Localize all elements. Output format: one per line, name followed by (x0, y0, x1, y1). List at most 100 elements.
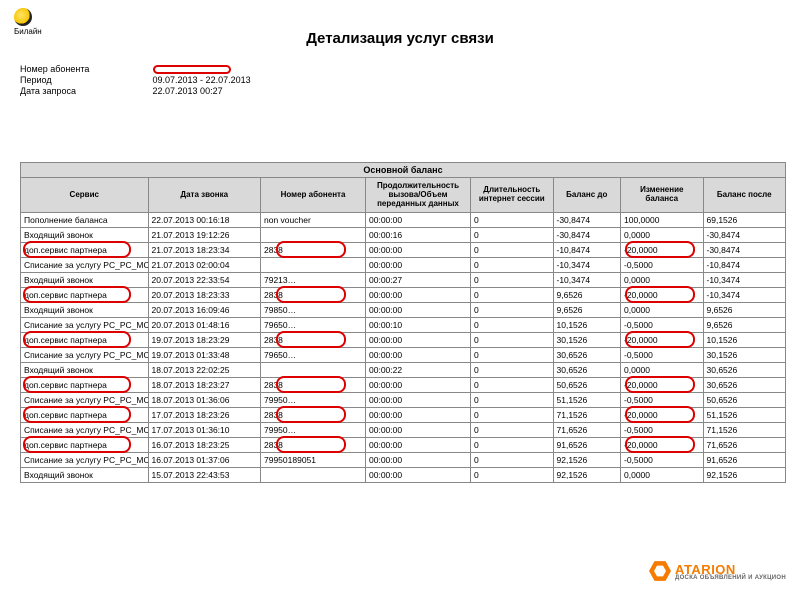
column-header: Баланс до (553, 178, 621, 213)
table-cell: 9,6526 (703, 303, 786, 318)
table-cell: 9,6526 (553, 288, 621, 303)
table-cell: -0,5000 (621, 453, 704, 468)
table-cell: 2838 (261, 438, 366, 453)
table-cell: 00:00:10 (366, 318, 471, 333)
table-cell: non voucher (261, 213, 366, 228)
beeline-logo-icon (14, 8, 32, 26)
table-cell: 50,6526 (553, 378, 621, 393)
table-cell (261, 468, 366, 483)
subscriber-number-redacted (153, 65, 231, 74)
table-cell: 0 (471, 453, 554, 468)
table-cell: -20,0000 (621, 333, 704, 348)
table-row: доп.сервис партнера21.07.2013 18:23:3428… (21, 243, 786, 258)
table-cell: 17.07.2013 01:36:10 (148, 423, 261, 438)
table-body: Пополнение баланса22.07.2013 00:16:18non… (21, 213, 786, 483)
table-row: доп.сервис партнера20.07.2013 18:23:3328… (21, 288, 786, 303)
table-cell: 2838 (261, 408, 366, 423)
table-cell: Пополнение баланса (21, 213, 149, 228)
table-cell: 91,6526 (553, 438, 621, 453)
table-cell: 92,1526 (553, 453, 621, 468)
table-cell: -10,3474 (553, 273, 621, 288)
table-cell: 2838 (261, 378, 366, 393)
table-cell: 0,0000 (621, 228, 704, 243)
table-cell: 0,0000 (621, 303, 704, 318)
table-row: Списание за услугу PC_PC_MCCP_NW_D16.07.… (21, 453, 786, 468)
table-row: Списание за услугу PC_PC_MCCP_NW_D20.07.… (21, 318, 786, 333)
table-cell: 0 (471, 273, 554, 288)
table-header-row: СервисДата звонкаНомер абонентаПродолжит… (21, 178, 786, 213)
table-cell: 20.07.2013 22:33:54 (148, 273, 261, 288)
table-cell: -0,5000 (621, 258, 704, 273)
table-cell: 91,6526 (703, 453, 786, 468)
table-cell: 50,6526 (703, 393, 786, 408)
table-cell (261, 258, 366, 273)
meta-period-value: 09.07.2013 - 22.07.2013 (153, 75, 251, 85)
table-cell: 0 (471, 333, 554, 348)
table-cell: 00:00:00 (366, 468, 471, 483)
table-cell: 19.07.2013 18:23:29 (148, 333, 261, 348)
table-cell: 9,6526 (703, 318, 786, 333)
table-cell: 0 (471, 243, 554, 258)
table-cell: 71,1526 (703, 423, 786, 438)
report-meta: Номер абонента Период 09.07.2013 - 22.07… (20, 64, 251, 97)
table-row: Входящий звонок20.07.2013 22:33:5479213…… (21, 273, 786, 288)
table-cell: 79650… (261, 348, 366, 363)
table-row: Входящий звонок20.07.2013 16:09:4679850…… (21, 303, 786, 318)
table-row: Списание за услугу PC_PC_MCCP_NW_D21.07.… (21, 258, 786, 273)
table-cell: доп.сервис партнера (21, 378, 149, 393)
table-cell: 2838 (261, 333, 366, 348)
table-cell: 15.07.2013 22:43:53 (148, 468, 261, 483)
table-cell: -10,3474 (703, 273, 786, 288)
table-cell: 92,1526 (703, 468, 786, 483)
meta-request-label: Дата запроса (20, 86, 150, 96)
watermark-logo-icon (649, 560, 671, 582)
table-cell: доп.сервис партнера (21, 438, 149, 453)
table-cell: 51,1526 (703, 408, 786, 423)
table-cell: 18.07.2013 18:23:27 (148, 378, 261, 393)
column-header: Дата звонка (148, 178, 261, 213)
table-cell: -0,5000 (621, 393, 704, 408)
table-cell: 00:00:22 (366, 363, 471, 378)
table-cell: 00:00:00 (366, 303, 471, 318)
table-row: Входящий звонок21.07.2013 19:12:2600:00:… (21, 228, 786, 243)
table-cell: 20.07.2013 18:23:33 (148, 288, 261, 303)
table-cell: 00:00:00 (366, 213, 471, 228)
table-cell: -20,0000 (621, 408, 704, 423)
table-cell: 0 (471, 423, 554, 438)
watermark-subtitle: ДОСКА ОБЪЯВЛЕНИЙ И АУКЦИОН (675, 575, 786, 581)
table-row: доп.сервис партнера18.07.2013 18:23:2728… (21, 378, 786, 393)
table-cell: Списание за услугу PC_PC_MCCP_NW_D (21, 258, 149, 273)
balance-table: СервисДата звонкаНомер абонентаПродолжит… (20, 177, 786, 483)
table-cell: 00:00:00 (366, 453, 471, 468)
table-cell: 0 (471, 288, 554, 303)
column-header: Изменение баланса (621, 178, 704, 213)
table-cell: 0 (471, 258, 554, 273)
table-cell: 30,6526 (553, 348, 621, 363)
table-cell: 00:00:00 (366, 423, 471, 438)
table-cell: Входящий звонок (21, 363, 149, 378)
table-cell: 71,6526 (703, 438, 786, 453)
table-cell: 30,6526 (553, 363, 621, 378)
table-row: Входящий звонок18.07.2013 22:02:2500:00:… (21, 363, 786, 378)
table-cell: 17.07.2013 18:23:26 (148, 408, 261, 423)
table-cell: 00:00:27 (366, 273, 471, 288)
column-header: Сервис (21, 178, 149, 213)
table-cell: -30,8474 (703, 243, 786, 258)
table-cell: 16.07.2013 01:37:06 (148, 453, 261, 468)
watermark: ATARION ДОСКА ОБЪЯВЛЕНИЙ И АУКЦИОН (649, 560, 786, 582)
table-cell: 0 (471, 378, 554, 393)
column-header: Длительность интернет сессии (471, 178, 554, 213)
table-cell: 2838 (261, 243, 366, 258)
table-cell: 71,1526 (553, 408, 621, 423)
meta-subscriber-label: Номер абонента (20, 64, 150, 74)
table-cell: 0 (471, 468, 554, 483)
table-cell: 21.07.2013 02:00:04 (148, 258, 261, 273)
table-row: Пополнение баланса22.07.2013 00:16:18non… (21, 213, 786, 228)
table-cell: Списание за услугу PC_PC_MCCP_NW_D (21, 318, 149, 333)
table-cell: Списание за услугу PC_PC_MCCP_NW_D (21, 348, 149, 363)
table-cell: 0,0000 (621, 468, 704, 483)
table-cell: -30,8474 (553, 228, 621, 243)
table-cell: 30,1526 (553, 333, 621, 348)
table-cell: 10,1526 (703, 333, 786, 348)
table-cell: 100,0000 (621, 213, 704, 228)
